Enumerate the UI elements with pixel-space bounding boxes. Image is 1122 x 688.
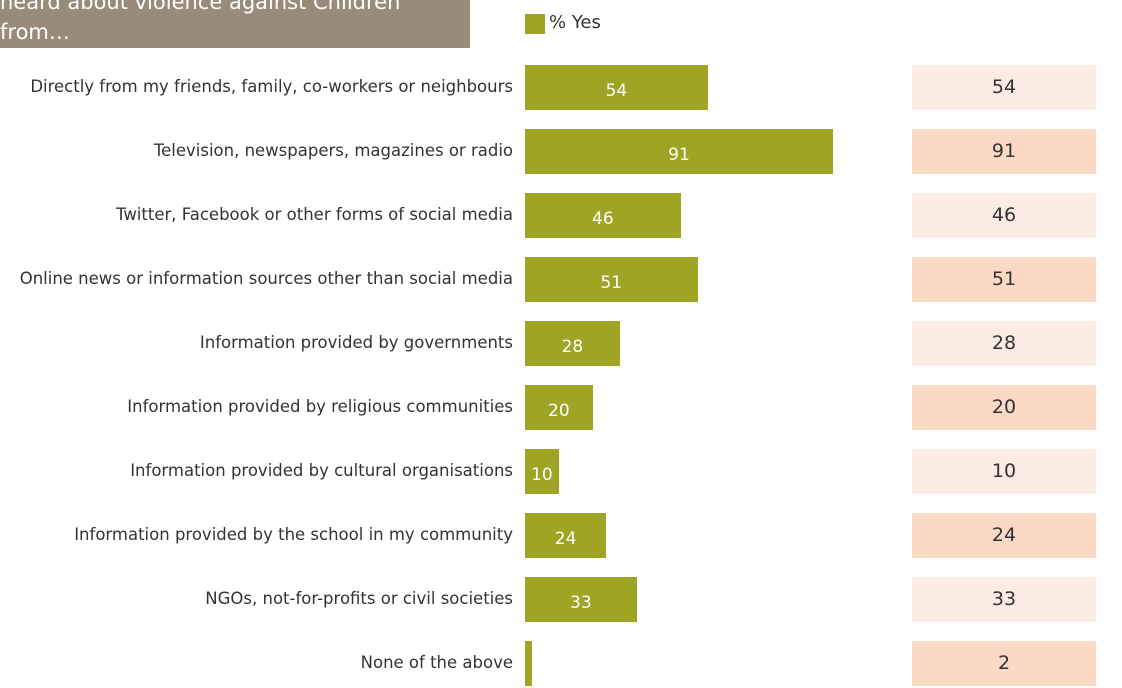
- category-label: Online news or information sources other…: [19, 269, 513, 288]
- chart-title: heard about violence against Children fr…: [0, 0, 470, 48]
- category-label: Twitter, Facebook or other forms of soci…: [115, 205, 513, 224]
- table-cell: 20: [912, 385, 1096, 430]
- category-label: Information provided by religious commun…: [127, 397, 513, 416]
- bar: [525, 65, 708, 110]
- bar: [525, 513, 607, 558]
- table-cell: 91: [912, 129, 1096, 174]
- value-label: 51: [600, 273, 623, 293]
- bar: [525, 385, 593, 430]
- value-label: 46: [592, 209, 614, 229]
- table-cell: 46: [912, 193, 1096, 238]
- category-label: Television, newspapers, magazines or rad…: [153, 141, 513, 160]
- table-cell: 51: [912, 257, 1096, 302]
- category-label: None of the above: [360, 653, 513, 672]
- value-label: 33: [570, 593, 592, 613]
- bar: [525, 577, 637, 622]
- legend-label: % Yes: [549, 12, 601, 33]
- table-cell: 33: [912, 577, 1096, 622]
- table-cell: 24: [912, 513, 1096, 558]
- bar: [525, 257, 698, 302]
- bar: [525, 193, 681, 238]
- category-label: Information provided by cultural organis…: [130, 461, 513, 480]
- bar: [525, 129, 833, 174]
- value-label: 10: [531, 465, 553, 485]
- value-label: 54: [605, 81, 628, 101]
- category-label: NGOs, not-for-profits or civil societies: [205, 589, 513, 608]
- value-label: 28: [561, 337, 584, 357]
- category-label: Directly from my friends, family, co-wor…: [30, 77, 513, 96]
- value-label: 20: [548, 401, 570, 421]
- table-cell: 10: [912, 449, 1096, 494]
- value-label: 24: [554, 529, 577, 549]
- bar: [525, 641, 532, 686]
- table-cell: 2: [912, 641, 1096, 686]
- value-label: 91: [668, 145, 690, 165]
- table-cell: 54: [912, 65, 1096, 110]
- legend-swatch: [525, 14, 545, 34]
- category-label: Information provided by the school in my…: [74, 525, 513, 544]
- bar: [525, 321, 620, 366]
- category-label: Information provided by governments: [199, 333, 513, 352]
- bar: [525, 449, 559, 494]
- table-cell: 28: [912, 321, 1096, 366]
